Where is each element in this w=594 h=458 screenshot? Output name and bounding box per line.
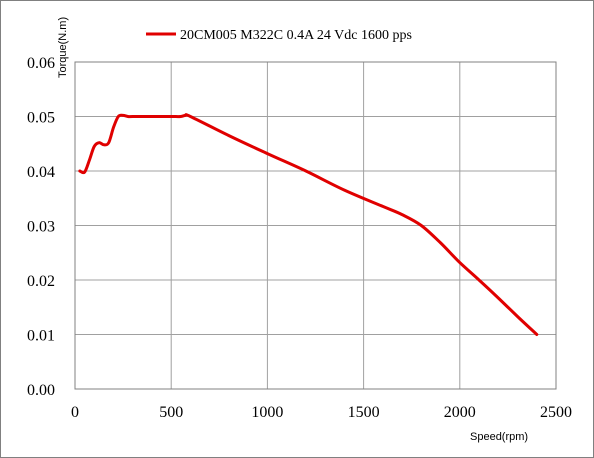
x-tick-label: 500 — [159, 404, 183, 421]
x-tick-label: 0 — [71, 404, 79, 421]
y-tick-label: 0.04 — [27, 164, 55, 181]
y-tick-label: 0.00 — [27, 382, 55, 399]
plot-area-border — [74, 61, 557, 390]
y-tick-label: 0.03 — [27, 219, 55, 236]
x-tick-label: 2500 — [540, 404, 572, 421]
legend-label: 20CM005 M322C 0.4A 24 Vdc 1600 pps — [180, 28, 412, 43]
x-axis-ticks: 0 500 1000 1500 2000 2500 — [71, 404, 572, 421]
legend: 20CM005 M322C 0.4A 24 Vdc 1600 pps — [146, 28, 412, 43]
y-axis-ticks: 0.00 0.01 0.02 0.03 0.04 0.05 0.06 — [27, 55, 55, 399]
y-axis-label: Torque(N.m) — [57, 17, 69, 78]
x-tick-label: 1000 — [251, 404, 283, 421]
x-tick-label: 2000 — [444, 404, 476, 421]
x-tick-label: 1500 — [348, 404, 380, 421]
x-axis-label: Speed(rpm) — [470, 431, 528, 443]
y-tick-label: 0.05 — [27, 110, 55, 127]
y-tick-label: 0.02 — [27, 273, 55, 290]
y-tick-label: 0.06 — [27, 55, 55, 72]
series-layer — [78, 113, 539, 336]
y-tick-label: 0.01 — [27, 328, 55, 345]
series-line — [78, 113, 539, 336]
